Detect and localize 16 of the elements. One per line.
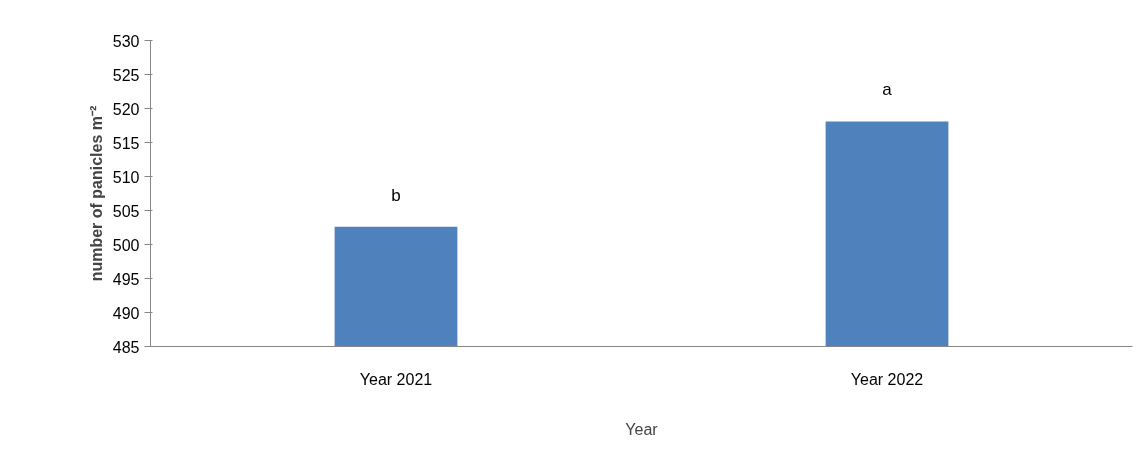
x-tick-label: Year 2021: [359, 370, 433, 388]
y-tick-label: 495: [112, 270, 140, 288]
y-tick-label: 490: [112, 304, 140, 322]
y-tick-label: 515: [112, 134, 140, 152]
y-tick-label: 525: [112, 66, 140, 84]
y-tick-label: 485: [112, 338, 140, 356]
x-axis-title: Year: [625, 420, 659, 438]
y-tick-label: 520: [112, 100, 140, 118]
x-tick-label: Year 2022: [850, 370, 924, 388]
y-axis-title: number of panicles m⁻²: [87, 105, 105, 282]
annotation: a: [882, 80, 893, 100]
y-tick-label: 530: [112, 32, 140, 50]
y-tick-label: 505: [112, 202, 140, 220]
annotation: b: [391, 185, 401, 205]
y-tick-label: 500: [112, 236, 140, 254]
y-tick-label: 510: [112, 168, 140, 186]
